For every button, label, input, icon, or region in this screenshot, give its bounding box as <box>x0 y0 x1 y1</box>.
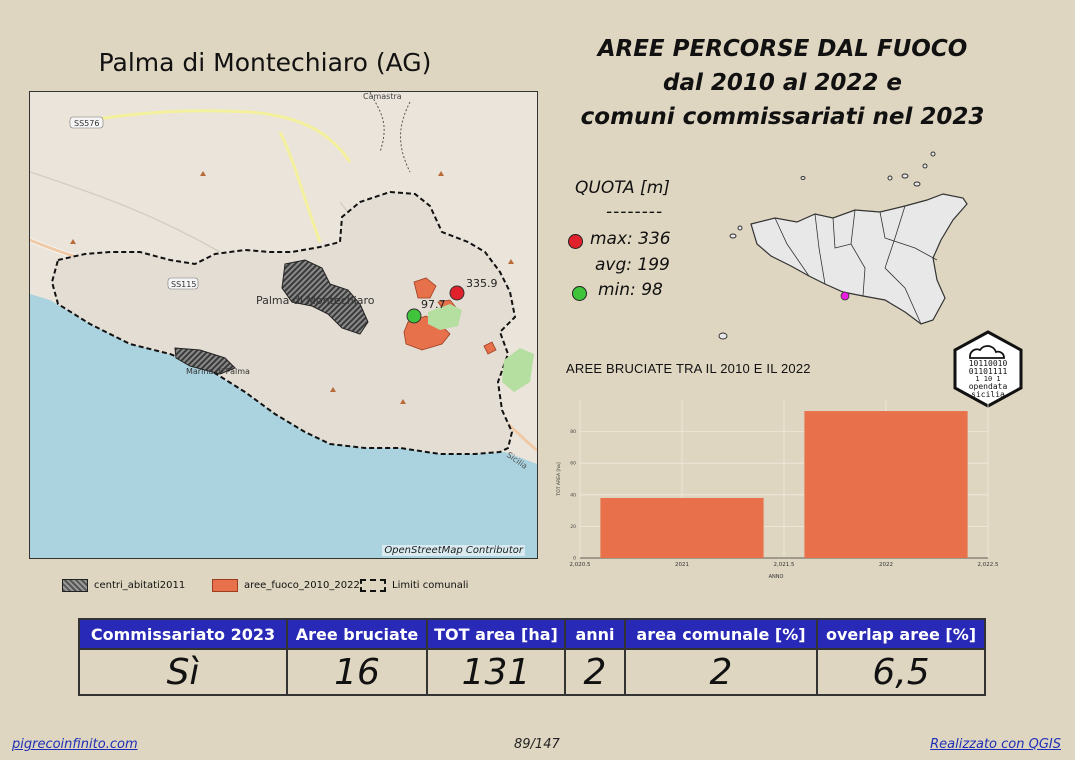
footer-qgis-link[interactable]: Realizzato con QGIS <box>930 737 1061 752</box>
burned-area-bar-chart: 0 20 40 60 80 2,020.5 2021 2,021.5 2022 2,022.5 AN… <box>556 400 999 580</box>
main-title-line-1: AREE PERCORSE DAL FUOCO <box>597 36 968 62</box>
page-number: 89/147 <box>514 737 560 752</box>
header-overlap: overlap aree [%] <box>816 618 986 650</box>
header-aree-bruciate: Aree bruciate <box>286 618 428 650</box>
min-dot-icon <box>572 286 587 301</box>
chart-title: AREE BRUCIATE TRA IL 2010 E IL 2022 <box>566 361 811 376</box>
table-header-row: Commissariato 2023 Aree bruciate TOT are… <box>78 618 986 650</box>
value-tot-area: 131 <box>426 648 566 696</box>
min-altitude-point[interactable] <box>406 308 422 324</box>
value-overlap: 6,5 <box>816 648 986 696</box>
quota-avg: avg: 199 <box>595 255 670 275</box>
municipality-map[interactable]: Camastra SS576 SS115 Palma di Montechiar… <box>29 91 538 559</box>
svg-text:01101111: 01101111 <box>969 367 1008 376</box>
sicily-locator-map <box>718 151 968 340</box>
limiti-swatch <box>360 579 386 592</box>
settlement-marina[interactable] <box>174 347 236 375</box>
fire-area[interactable] <box>413 277 437 299</box>
vegetation <box>428 304 462 330</box>
svg-text:1 10 1: 1 10 1 <box>975 375 1000 383</box>
value-aree-bruciate: 16 <box>286 648 428 696</box>
centri-swatch <box>62 579 88 592</box>
map-attribution: OpenStreetMap Contributor <box>382 545 525 556</box>
legend-centri-label: centri_abitati2011 <box>94 580 186 591</box>
fuoco-swatch <box>212 579 238 592</box>
sea <box>30 294 537 558</box>
x-tick-label: 2,020.5 <box>570 562 591 568</box>
fire-area[interactable] <box>483 341 497 355</box>
quota-title: QUOTA [m] <box>575 178 670 198</box>
header-tot-area: TOT area [ha] <box>426 618 566 650</box>
road-north <box>278 131 322 243</box>
municipality-location-dot <box>840 291 850 301</box>
bar-2021[interactable] <box>600 497 764 558</box>
svg-text:10110010: 10110010 <box>969 359 1008 368</box>
header-area-comunale: area comunale [%] <box>624 618 818 650</box>
quota-separator: -------- <box>606 202 664 222</box>
road-ss576 <box>69 109 352 163</box>
footer-site-link[interactable]: pigrecoinfinito.com <box>12 737 138 752</box>
value-anni: 2 <box>564 648 626 696</box>
quota-max: max: 336 <box>590 229 671 249</box>
label-ss115: SS115 <box>171 280 196 289</box>
y-tick-label: 0 <box>573 556 576 562</box>
label-town: Palma di Montechiaro <box>256 294 375 307</box>
legend-limiti-label: Limiti comunali <box>392 580 469 591</box>
max-altitude-label: 335.9 <box>466 277 498 290</box>
railway <box>369 92 411 173</box>
value-area-comunale: 2 <box>624 648 818 696</box>
chart-xlabel: ANNO <box>769 574 784 580</box>
x-tick-label: 2021 <box>675 562 689 568</box>
value-commissariato: Sì <box>78 648 288 696</box>
footer-qgis[interactable]: Realizzato con QGIS <box>930 737 1061 752</box>
municipal-boundary[interactable] <box>50 190 517 455</box>
label-camastra: Camastra <box>363 92 402 101</box>
y-tick-label: 20 <box>570 524 576 530</box>
svg-text:opendata: opendata <box>969 382 1008 391</box>
label-marina: Marina di Palma <box>186 367 250 376</box>
islands <box>718 151 936 340</box>
header-commissariato: Commissariato 2023 <box>78 618 288 650</box>
x-tick-label: 2,021.5 <box>774 562 795 568</box>
y-tick-label: 60 <box>570 461 576 467</box>
quota-min: min: 98 <box>598 280 663 300</box>
chart-ylabel: TOT AREA [ha] <box>556 462 562 496</box>
min-altitude-label: 97.7 <box>421 298 446 311</box>
map-canvas: Camastra SS576 SS115 Palma di Montechiar… <box>30 92 537 558</box>
legend-fuoco-label: aree_fuoco_2010_2022 <box>244 580 360 591</box>
y-tick-label: 40 <box>570 492 576 498</box>
peak-markers <box>70 171 514 404</box>
max-altitude-point[interactable] <box>449 285 465 301</box>
svg-text:sicilia: sicilia <box>971 390 1005 399</box>
main-title-line-2: dal 2010 al 2022 e <box>663 70 902 96</box>
main-title: AREE PERCORSE DAL FUOCO dal 2010 al 2022… <box>560 32 1005 134</box>
table-row: Sì 16 131 2 2 6,5 <box>78 648 986 696</box>
province-borders <box>774 205 938 325</box>
max-dot-icon <box>568 234 583 249</box>
main-title-line-3: comuni commissariati nel 2023 <box>580 104 985 130</box>
label-ss576: SS576 <box>74 119 99 128</box>
municipality-title: Palma di Montechiaro (AG) <box>98 48 432 77</box>
settlement-palma[interactable] <box>281 259 369 335</box>
header-anni: anni <box>564 618 626 650</box>
bar-2022[interactable] <box>804 411 968 558</box>
stats-table: Commissariato 2023 Aree bruciate TOT are… <box>78 618 986 696</box>
y-tick-label: 80 <box>570 429 576 435</box>
footer-site[interactable]: pigrecoinfinito.com <box>12 737 138 752</box>
x-tick-label: 2022 <box>879 562 893 568</box>
x-tick-label: 2,022.5 <box>978 562 999 568</box>
vegetation <box>502 348 534 392</box>
